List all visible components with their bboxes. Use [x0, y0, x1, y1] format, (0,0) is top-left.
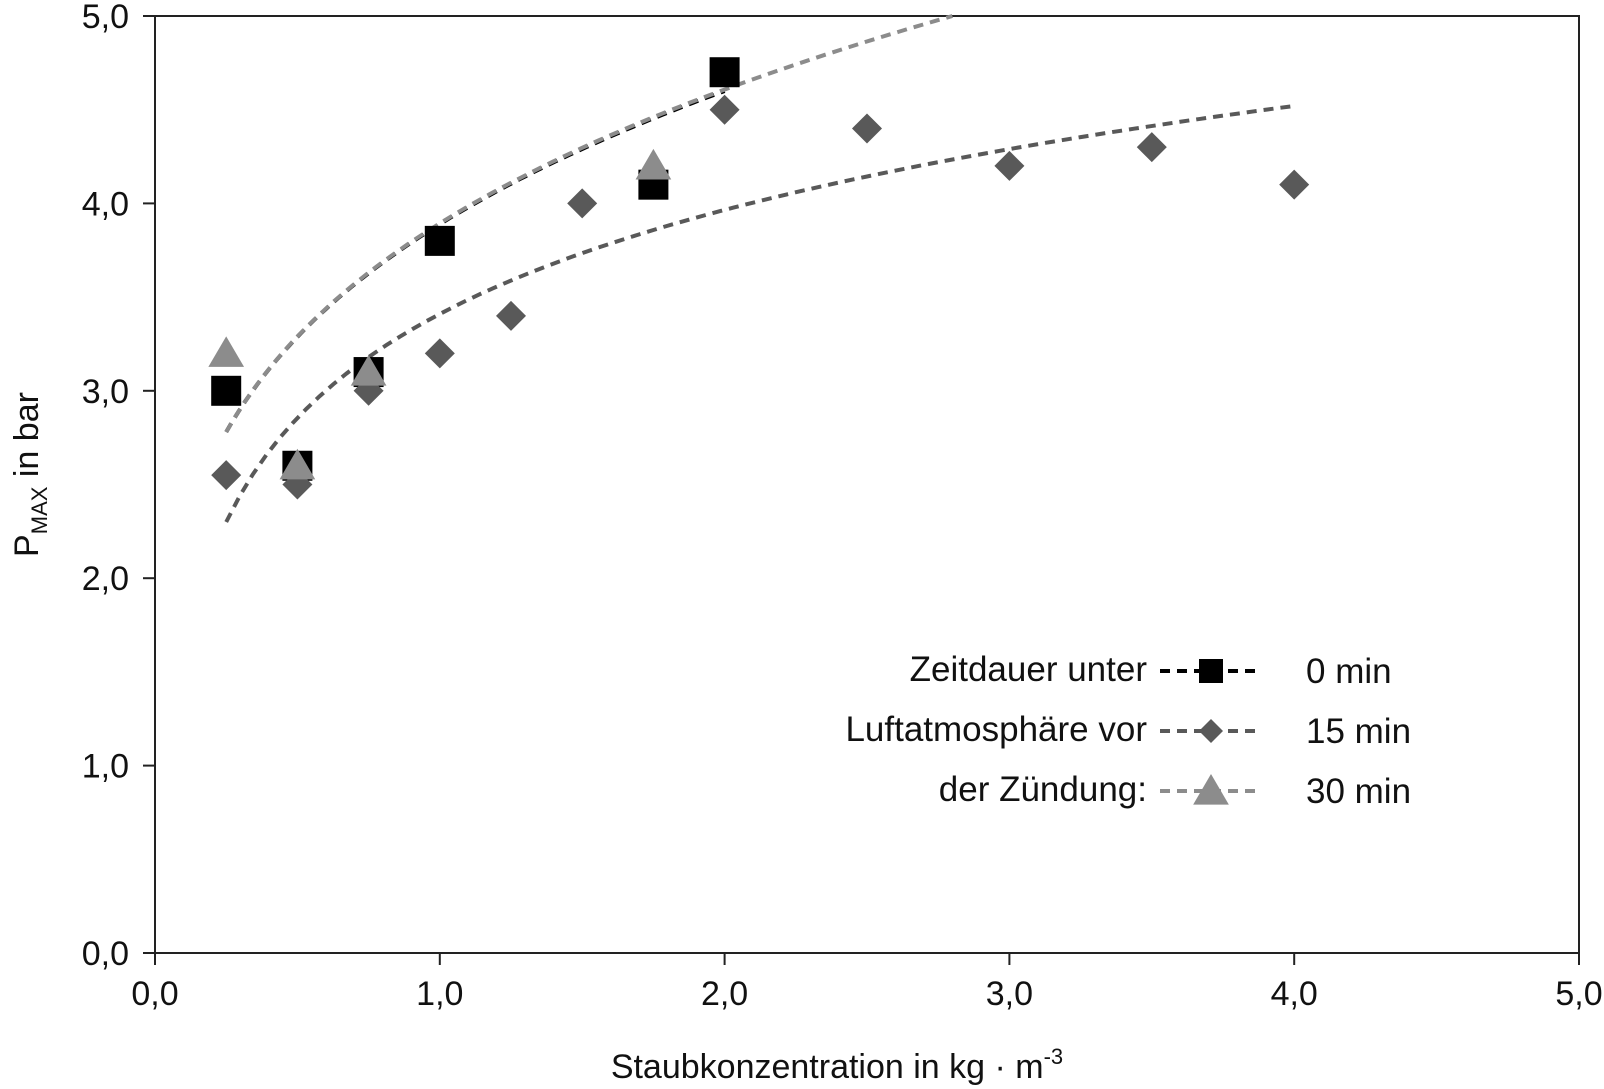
- trendline-30-min: [224, 14, 953, 434]
- y-tick-label: 5,0: [82, 0, 129, 36]
- data-point-triangle: [208, 336, 245, 367]
- x-tick-label: 4,0: [1271, 975, 1318, 1013]
- data-point-triangle: [279, 448, 316, 480]
- y-tick-label: 3,0: [82, 373, 129, 411]
- y-tick-label: 1,0: [82, 748, 129, 786]
- data-point-triangle: [635, 148, 672, 180]
- trendline-0-min: [224, 89, 726, 434]
- y-axis-title-sub: MAX: [27, 486, 52, 534]
- y-tick-label: 2,0: [82, 560, 129, 598]
- x-tick-label: 0,0: [131, 975, 178, 1013]
- legend-label: 15 min: [1306, 712, 1411, 751]
- data-point-diamond: [1279, 169, 1310, 200]
- data-point-square: [424, 225, 455, 256]
- data-point-diamond: [496, 300, 526, 331]
- data-point-square: [211, 375, 242, 406]
- data-point-diamond: [211, 460, 242, 491]
- x-tick-label: 3,0: [986, 975, 1033, 1013]
- legend-title-line-1: Zeitdauer unter: [910, 650, 1148, 689]
- x-tick-label: 5,0: [1555, 975, 1602, 1013]
- x-axis-title-main: Staubkonzentration in kg · m: [611, 1048, 1044, 1086]
- legend-title-line-2: Luftatmosphäre vor: [845, 710, 1147, 749]
- plot-border: [154, 15, 1580, 954]
- x-axis-ticks: 0,0 1,0 2,0 3,0 4,0 5,0: [131, 953, 1603, 1013]
- trendline-15-min: [224, 104, 1295, 523]
- legend-title-line-3: der Zündung:: [939, 770, 1147, 809]
- y-axis-title: PMAX in bar: [8, 392, 52, 557]
- x-axis-title: Staubkonzentration in kg · m-3: [611, 1044, 1063, 1086]
- plot-frame: [154, 15, 1580, 954]
- legend: Zeitdauer unter Luftatmosphäre vor der Z…: [845, 650, 1411, 811]
- data-point-square: [709, 57, 740, 88]
- x-axis-title-sup: -3: [1044, 1044, 1064, 1069]
- data-point-diamond: [567, 188, 598, 219]
- y-axis-ticks: 0,0 1,0 2,0 3,0 4,0 5,0: [82, 0, 155, 973]
- y-axis-title-rest: in bar: [8, 392, 46, 487]
- data-markers: [208, 57, 1310, 500]
- x-tick-label: 1,0: [416, 975, 463, 1013]
- data-point-diamond: [994, 150, 1025, 181]
- legend-entries: 0 min 15 min 30 min: [1160, 652, 1411, 811]
- data-point-diamond: [852, 113, 882, 144]
- legend-marker-diamond: [1199, 719, 1223, 743]
- legend-label: 30 min: [1306, 772, 1411, 811]
- y-tick-label: 4,0: [82, 185, 129, 223]
- legend-marker-triangle: [1193, 774, 1229, 805]
- x-tick-label: 2,0: [701, 975, 748, 1013]
- legend-label: 0 min: [1306, 652, 1392, 691]
- data-point-diamond: [1136, 132, 1167, 163]
- data-point-diamond: [709, 94, 740, 125]
- legend-marker-square: [1199, 659, 1223, 683]
- data-point-diamond: [424, 338, 455, 369]
- trendlines: [224, 14, 1295, 523]
- y-axis-title-main: P: [8, 534, 46, 557]
- y-tick-label: 0,0: [82, 935, 129, 973]
- data-point-triangle: [350, 355, 387, 386]
